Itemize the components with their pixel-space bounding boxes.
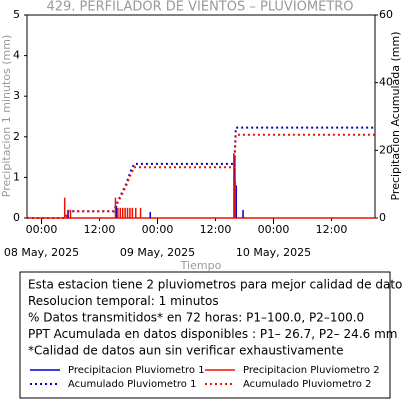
info-line: *Calidad de datos aun sin verificar exha… bbox=[28, 344, 343, 358]
chart-title: 429. PERFILADOR DE VIENTOS – PLUVIOMETRO bbox=[46, 0, 353, 15]
x-tick-label: 12:00 bbox=[316, 223, 348, 236]
x-tick-label: 00:00 bbox=[142, 223, 174, 236]
date-tick-label: 09 May, 2025 bbox=[120, 246, 195, 259]
y-tick-label: 0 bbox=[13, 211, 20, 224]
info-line: Resolucion temporal: 1 minutos bbox=[28, 294, 219, 308]
y2-tick-label: 60 bbox=[379, 8, 393, 21]
info-box bbox=[19, 271, 391, 399]
x-tick-label: 00:00 bbox=[26, 223, 58, 236]
x-tick-label: 12:00 bbox=[84, 223, 116, 236]
y-tick-label: 3 bbox=[13, 89, 20, 102]
y-tick-label: 4 bbox=[13, 49, 20, 62]
legend-label: Precipitacion Pluviometro 2 bbox=[243, 365, 380, 376]
y-axis-label: Precipitacion 1 minutos (mm) bbox=[0, 35, 13, 197]
accumulated-line bbox=[27, 133, 375, 219]
y2-tick-label: 40 bbox=[379, 76, 393, 89]
legend-label: Precipitacion Pluviometro 1 bbox=[68, 365, 205, 376]
legend-label: Acumulado Pluviometro 2 bbox=[243, 379, 371, 390]
x-tick-label: 00:00 bbox=[258, 223, 290, 236]
x-tick-label: 12:00 bbox=[200, 223, 232, 236]
info-line: PPT Acumulada en datos disponibles : P1–… bbox=[28, 327, 397, 341]
date-tick-label: 10 May, 2025 bbox=[236, 246, 311, 259]
y-tick-label: 5 bbox=[13, 8, 20, 21]
info-line: % Datos transmitidos* en 72 horas: P1–10… bbox=[28, 311, 364, 325]
plot-area bbox=[26, 14, 376, 219]
date-tick-label: 08 May, 2025 bbox=[4, 246, 79, 259]
x-axis-label: Tiempo bbox=[180, 259, 222, 272]
info-line: Esta estacion tiene 2 pluviometros para … bbox=[28, 278, 402, 292]
y-tick-label: 1 bbox=[13, 170, 20, 183]
y-tick-label: 2 bbox=[13, 130, 20, 143]
y2-axis-label: Precipitacion Acumulada (mm) bbox=[389, 31, 402, 200]
y2-tick-label: 20 bbox=[379, 143, 393, 156]
accumulated-line bbox=[27, 126, 375, 219]
y2-tick-label: 0 bbox=[379, 211, 386, 224]
legend-label: Acumulado Pluviometro 1 bbox=[68, 379, 196, 390]
